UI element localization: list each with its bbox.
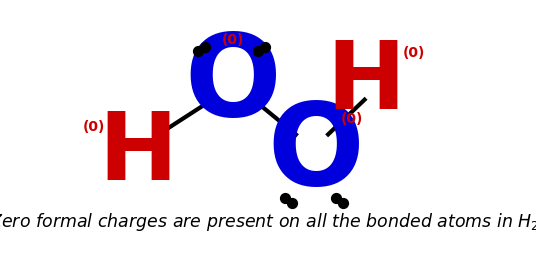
Point [281, 196, 289, 201]
Point [193, 49, 202, 53]
Text: (0): (0) [340, 112, 363, 126]
Point [200, 45, 209, 49]
Point [288, 201, 296, 205]
Text: (0): (0) [83, 121, 105, 134]
Text: (0): (0) [222, 33, 244, 47]
Point [261, 45, 270, 49]
Point [332, 196, 340, 201]
Point [254, 49, 263, 53]
Text: O: O [185, 29, 281, 140]
Text: O: O [268, 98, 364, 209]
Text: $\mathbf{\it{Zero\ formal\ charges\ are\ present\ on\ all\ the\ bonded\ atoms\ i: $\mathbf{\it{Zero\ formal\ charges\ are\… [0, 211, 536, 233]
Text: H: H [98, 108, 177, 199]
Text: H: H [326, 37, 406, 129]
Point [339, 201, 347, 205]
Text: (0): (0) [403, 46, 425, 60]
